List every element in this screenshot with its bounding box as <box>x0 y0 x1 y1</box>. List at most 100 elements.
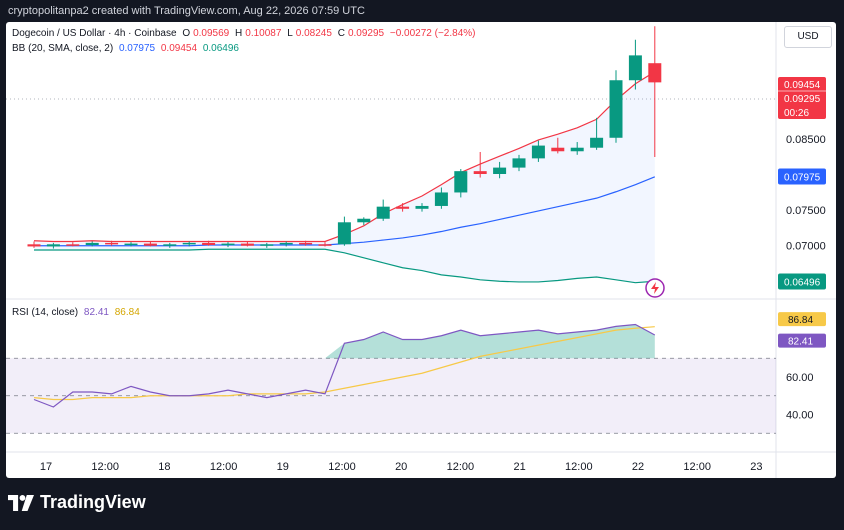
rsi-badge-label: 86.84 <box>788 315 813 326</box>
time-tick-label: 12:00 <box>447 461 475 473</box>
rsi-tick-label: 40.00 <box>786 410 814 422</box>
candle <box>260 242 274 248</box>
candle-body <box>628 55 642 81</box>
price-badge-label: 0.09454 <box>784 80 821 91</box>
brand-name: TradingView <box>40 492 146 512</box>
time-tick-label: 20 <box>395 461 407 473</box>
candle <box>357 217 371 226</box>
candle <box>454 169 468 198</box>
candle <box>202 240 216 246</box>
rsi-line <box>33 323 656 408</box>
candle <box>609 70 623 143</box>
tradingview-logo[interactable]: TradingView <box>8 492 146 513</box>
candle-body <box>27 244 41 247</box>
low-label: L <box>287 28 293 39</box>
candle <box>124 242 138 247</box>
candle-body <box>396 206 410 209</box>
rsi-tick-label: 60.00 <box>786 372 814 384</box>
price-tick-label: 0.08500 <box>786 134 826 146</box>
price-badge-label: 00:26 <box>784 108 809 119</box>
rsi-value: 82.41 <box>83 307 109 318</box>
candle <box>473 151 487 178</box>
bb-basis-value: 0.07975 <box>118 43 156 54</box>
flash-icon[interactable] <box>645 278 665 298</box>
bb-label: BB (20, SMA, close, 2) <box>12 43 114 54</box>
candle <box>299 240 313 246</box>
candle-body <box>105 242 119 245</box>
chart-frame[interactable]: Dogecoin / US Dollar · 4h · Coinbase O 0.… <box>6 22 836 478</box>
candle <box>337 216 351 246</box>
candle <box>628 39 642 90</box>
candle <box>531 140 545 162</box>
rsi-badge <box>778 312 826 327</box>
candle-body <box>85 242 99 246</box>
time-tick-label: 19 <box>277 461 289 473</box>
candle-body <box>318 244 332 246</box>
candle-body <box>376 206 390 219</box>
high-value: 0.10087 <box>245 28 282 39</box>
candle <box>570 142 584 155</box>
price-tick-label: 0.07000 <box>786 241 826 253</box>
rsi-overbought-fill <box>34 324 655 359</box>
change-value: −0.00272 (−2.84%) <box>389 28 476 39</box>
candle <box>376 199 390 221</box>
candle <box>221 242 235 248</box>
candle-body <box>240 243 254 246</box>
candle <box>66 242 80 247</box>
price-badge-label: 0.06496 <box>784 278 821 289</box>
candle-body <box>434 192 448 206</box>
rsi-label: RSI (14, close) <box>12 307 79 318</box>
candle-body <box>143 243 157 246</box>
candle-body <box>357 218 371 223</box>
candle-body <box>551 147 565 152</box>
bb-fill <box>34 71 655 283</box>
candle-body <box>454 171 468 193</box>
time-tick-label: 12:00 <box>210 461 238 473</box>
time-tick-label: 12:00 <box>683 461 711 473</box>
low-value: 0.08245 <box>295 28 332 39</box>
candle-body <box>648 63 662 83</box>
candle <box>551 137 565 154</box>
candle-body <box>260 244 274 246</box>
candle-body <box>46 244 60 247</box>
candle <box>85 241 99 247</box>
time-tick-label: 17 <box>40 461 52 473</box>
price-chart[interactable]: 0.08500 0.07500 0.07000 0.09454 0.09295 00:26… <box>6 22 836 478</box>
price-badge <box>778 273 826 290</box>
candle <box>648 26 662 157</box>
watermark: cryptopolitanpa2 created with TradingVie… <box>8 5 365 17</box>
bb-upper-value: 0.09454 <box>160 43 198 54</box>
currency-button[interactable]: USD <box>784 26 832 48</box>
current-price-badge <box>778 77 826 119</box>
candle-body <box>590 137 604 148</box>
candle-body <box>415 205 429 209</box>
candle <box>46 242 60 249</box>
candle-body <box>473 171 487 174</box>
candle <box>163 242 177 248</box>
candle-body <box>279 242 293 245</box>
time-tick-label: 23 <box>750 461 762 473</box>
time-tick-label: 12:00 <box>91 461 119 473</box>
candle <box>318 242 332 247</box>
time-tick-label: 22 <box>632 461 644 473</box>
close-label: C <box>337 28 345 39</box>
candle-body <box>609 80 623 138</box>
bb-lower-value: 0.06496 <box>202 43 239 54</box>
tradingview-logo-icon <box>8 494 34 511</box>
candle-body <box>221 243 235 246</box>
candle-body <box>531 145 545 159</box>
candle-body <box>570 147 584 152</box>
symbol-title: Dogecoin / US Dollar · 4h · Coinbase <box>12 28 177 39</box>
candle-body <box>299 242 313 245</box>
candle <box>279 241 293 247</box>
candle <box>512 154 526 172</box>
candle-body <box>493 167 507 174</box>
rsi-badge-label: 82.41 <box>788 337 813 348</box>
candle <box>434 187 448 209</box>
candle-body <box>182 242 196 245</box>
candle <box>590 117 604 150</box>
candle <box>415 203 429 212</box>
price-badge <box>778 168 826 185</box>
symbol-legend: Dogecoin / US Dollar · 4h · Coinbase O 0.… <box>12 28 479 39</box>
rsi-legend: RSI (14, close) 82.41 86.84 <box>12 307 143 318</box>
